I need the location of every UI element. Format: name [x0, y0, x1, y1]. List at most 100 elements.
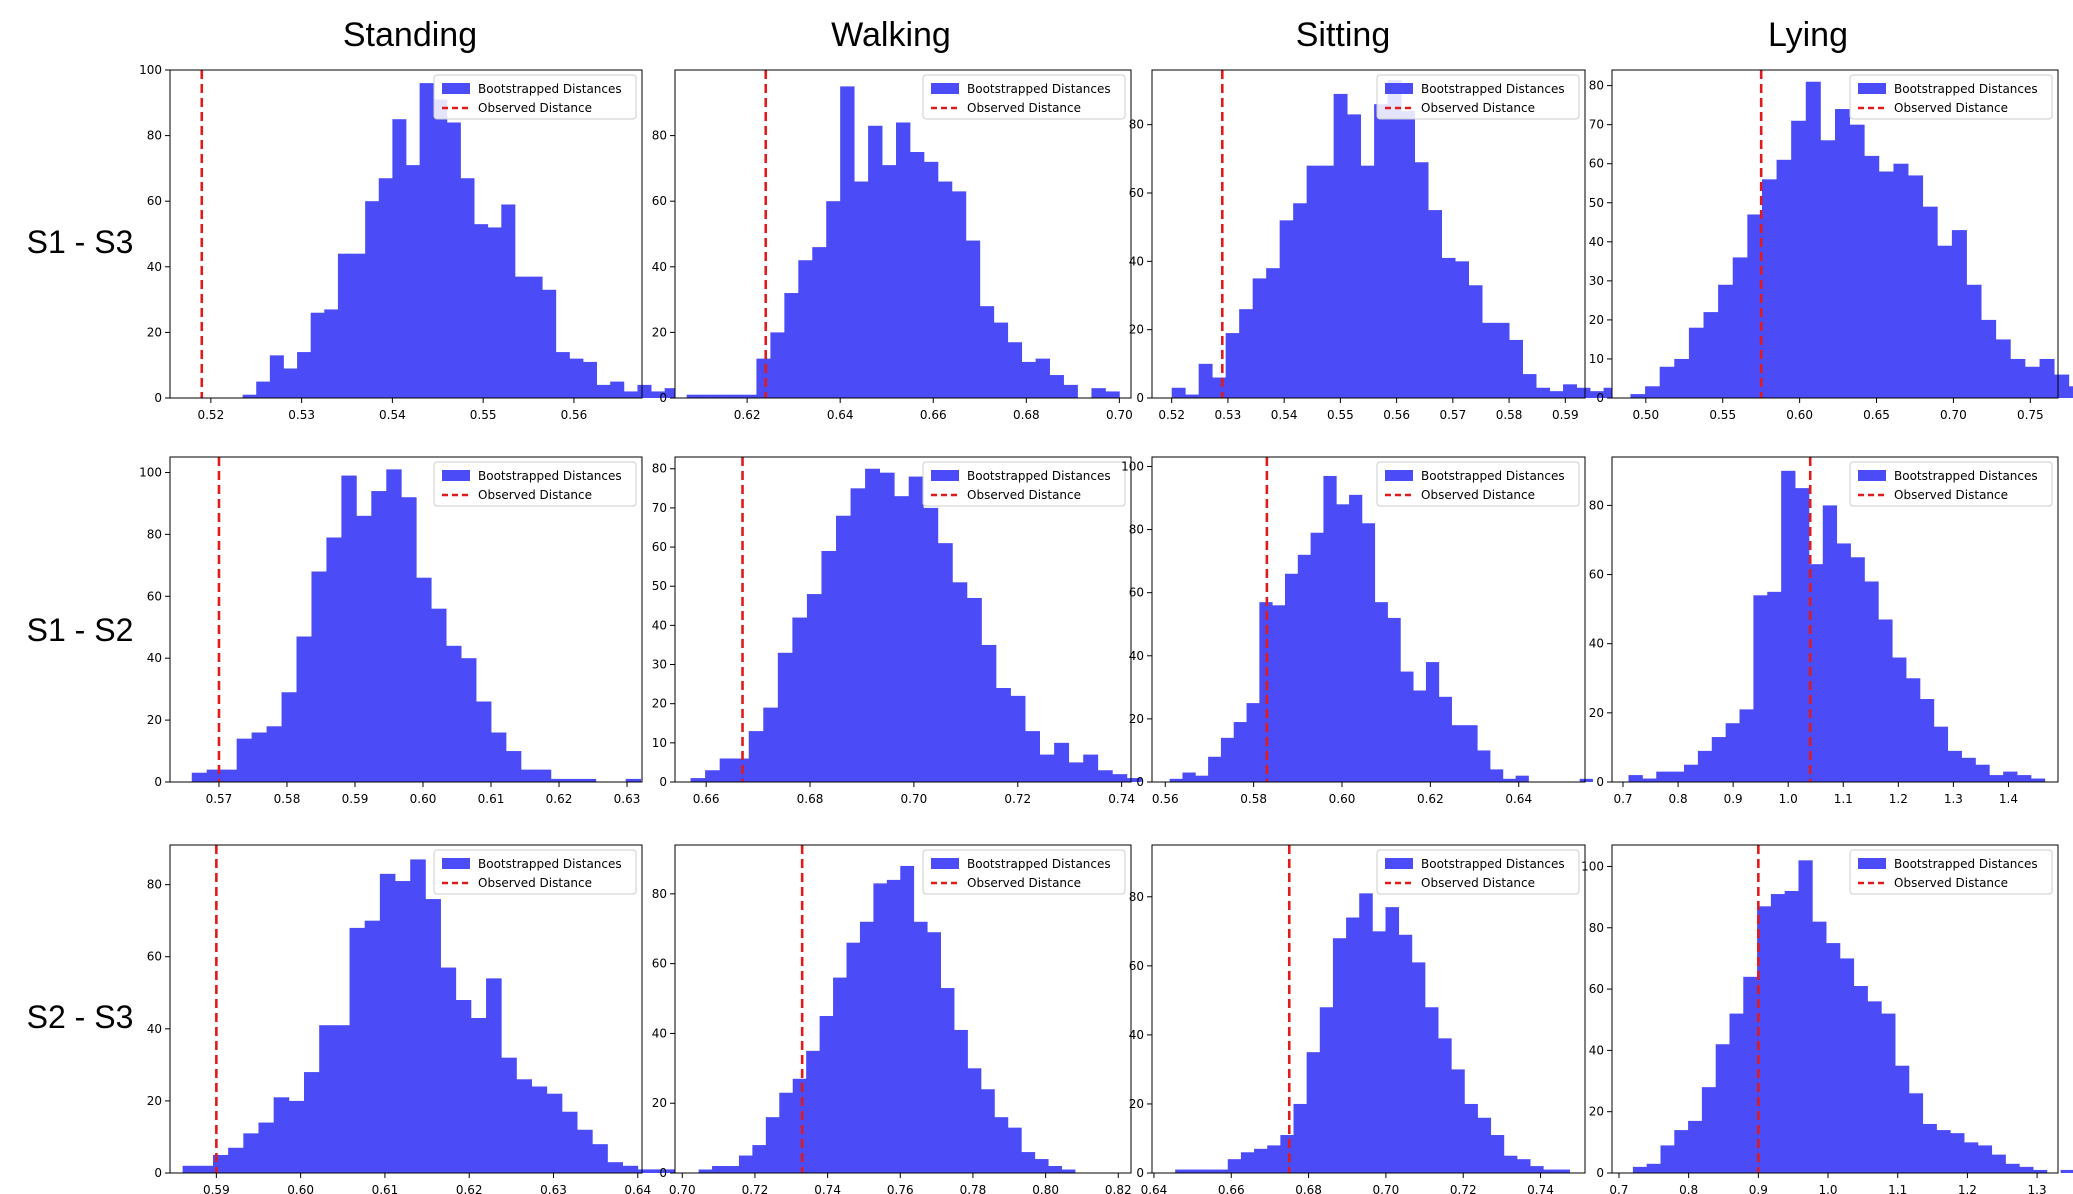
legend-box — [433, 461, 637, 507]
y-tick-label: 10 — [652, 736, 667, 750]
histogram-bar — [2033, 1169, 2048, 1173]
histogram-bar — [923, 161, 939, 398]
histogram-bar — [1280, 1135, 1294, 1173]
histogram-bar — [1169, 778, 1183, 782]
y-tick-label: 80 — [1129, 890, 1144, 904]
histogram-bar — [1642, 778, 1657, 782]
histogram-bar — [777, 652, 793, 782]
histogram-bar — [1822, 505, 1838, 782]
histogram-bar — [1061, 1169, 1076, 1173]
y-tick-label: 50 — [1589, 196, 1604, 210]
y-tick-label: 80 — [652, 129, 667, 143]
histogram-bar — [1398, 934, 1413, 1173]
x-tick-label: 1.4 — [1999, 792, 2018, 806]
histogram-bar — [1387, 617, 1401, 782]
y-tick-label: 0 — [1596, 775, 1604, 789]
panel-s1-s2-walking-frame — [674, 456, 1132, 783]
histogram-bar — [1603, 387, 1618, 398]
panel-s1-s2-sitting-x-axis: 0.56 0.58 0.60 0.62 0.64 — [1152, 782, 1532, 806]
histogram-bar — [2017, 775, 2032, 782]
histogram-bar — [622, 1165, 639, 1173]
histogram-bar — [1502, 778, 1517, 782]
row-labels: S1 - S3 S1 - S2 S2 - S3 — [27, 224, 134, 1035]
histogram-panels: 0.52 0.53 0.54 0.55 0.56020406080100Bootstra… — [139, 63, 2073, 1194]
y-tick-label: 10 — [1589, 352, 1604, 366]
histogram-bar — [283, 368, 298, 398]
histogram-bar — [1509, 339, 1523, 398]
panel-s2-s3-lying-x-axis: 0.7 0.8 0.9 1.0 1.1 1.2 1.3 — [1609, 1173, 2047, 1194]
histogram-bar — [865, 468, 881, 782]
histogram-bar — [1272, 605, 1286, 782]
x-tick-label: 0.60 — [287, 1183, 314, 1194]
y-tick-label: 60 — [652, 540, 667, 554]
panel-s2-s3-walking-legend: Bootstrapped Distances Observed Distance — [922, 849, 1126, 895]
histogram-bar — [401, 497, 417, 782]
histogram-bar — [542, 289, 557, 398]
histogram-bar — [840, 86, 855, 399]
histogram-bar — [1227, 1159, 1242, 1173]
histogram-bar — [288, 1100, 305, 1173]
y-tick-label: 20 — [147, 1094, 162, 1108]
histogram-bar — [1839, 958, 1855, 1173]
histogram-bar — [637, 384, 652, 398]
y-tick-label: 40 — [1129, 649, 1144, 663]
x-tick-label: 0.66 — [693, 792, 720, 806]
histogram-bar — [1360, 165, 1375, 398]
histogram-bar — [1878, 619, 1893, 782]
histogram-bar — [927, 932, 941, 1173]
panel-s1-s3-lying-x-axis: 0.50 0.55 0.60 0.65 0.70 0.75 — [1632, 398, 2044, 422]
x-tick-label: 0.60 — [410, 792, 437, 806]
y-tick-label: 40 — [147, 651, 162, 665]
histogram-bar — [1743, 976, 1758, 1173]
panel-s1-s2-standing-frame — [169, 456, 643, 783]
legend-box — [1376, 74, 1580, 120]
histogram-bar — [1919, 699, 1935, 782]
panel-s1-s3-sitting-legend: Bootstrapped Distances Observed Distance — [1376, 74, 1580, 120]
histogram-bar — [967, 1068, 982, 1173]
histogram-bar — [1225, 333, 1240, 398]
histogram-bar — [1034, 1159, 1049, 1173]
histogram-bar — [334, 1025, 350, 1173]
histogram-bar — [908, 476, 924, 782]
histogram-bar — [1975, 764, 1990, 782]
histogram-bar — [1850, 557, 1865, 782]
histogram-bar — [310, 312, 325, 398]
histogram-bar — [1025, 731, 1040, 782]
legend-box — [1849, 461, 2053, 507]
histogram-bar — [1385, 907, 1400, 1173]
histogram-bar — [392, 119, 407, 398]
histogram-bar — [1171, 387, 1186, 398]
x-tick-label: 0.58 — [274, 792, 301, 806]
histogram-bar — [894, 496, 910, 782]
legend-label-bootstrapped: Bootstrapped Distances — [478, 469, 622, 483]
legend-label-bootstrapped: Bootstrapped Distances — [478, 82, 622, 96]
legend-label-bootstrapped: Bootstrapped Distances — [967, 82, 1111, 96]
histogram-bar — [1646, 1163, 1661, 1173]
x-tick-label: 1.0 — [1818, 1183, 1837, 1194]
panel-s1-s2-walking-legend: Bootstrapped Distances Observed Distance — [922, 461, 1126, 507]
histogram-bar — [528, 276, 543, 398]
y-tick-label: 0 — [1596, 391, 1604, 405]
histogram-bar — [2039, 358, 2055, 398]
y-tick-label: 40 — [652, 618, 667, 632]
x-tick-label: 0.72 — [1450, 1183, 1477, 1194]
panel-s1-s3-lying: 0.50 0.55 0.60 0.65 0.70 0.75 0 10 20 30 40 50 60 70 8… — [1589, 69, 2073, 422]
histogram-bar — [698, 1169, 713, 1173]
histogram-bar — [1522, 374, 1537, 398]
histogram-bar — [1477, 750, 1491, 782]
x-tick-label: 0.7 — [1609, 1183, 1628, 1194]
histogram-bar — [1438, 1038, 1452, 1173]
y-tick-label: 20 — [1589, 1105, 1604, 1119]
legend-box — [433, 74, 637, 120]
panel-s1-s3-standing-frame — [169, 69, 643, 399]
histogram-bar — [850, 488, 866, 782]
histogram-bar — [819, 1015, 834, 1173]
histogram-bar — [583, 361, 598, 398]
histogram-bar — [386, 469, 402, 782]
histogram-bar — [1010, 695, 1026, 782]
histogram-bar — [868, 125, 883, 398]
y-tick-label: 0 — [154, 1166, 162, 1180]
histogram-bar — [433, 99, 448, 399]
histogram-bar — [763, 707, 779, 782]
histogram-bar — [487, 227, 502, 398]
